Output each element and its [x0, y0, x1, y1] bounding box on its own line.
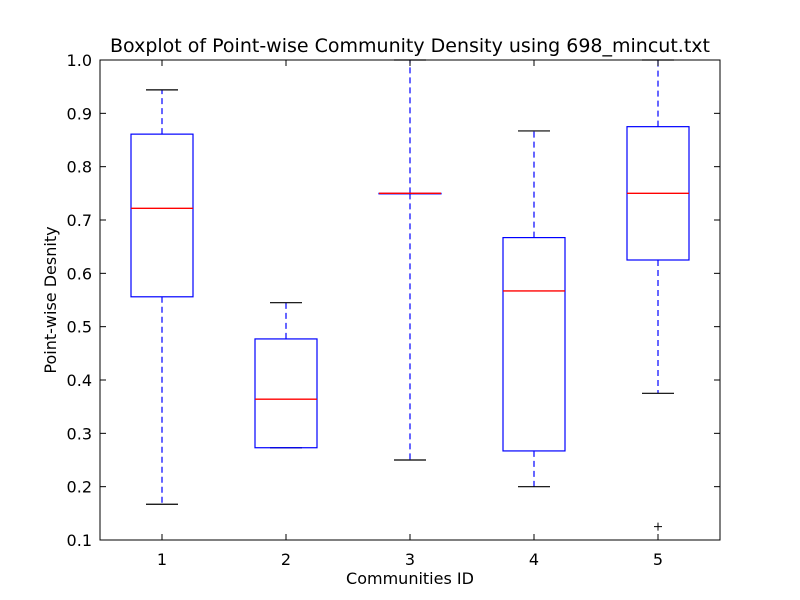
y-tick-label: 0.3: [67, 424, 92, 443]
y-tick-label: 0.6: [67, 264, 92, 283]
y-tick-label: 0.1: [67, 531, 92, 550]
box-2: [254, 338, 318, 449]
box-1: [130, 133, 194, 298]
box-4: [502, 237, 566, 452]
x-tick-label: 4: [529, 550, 539, 569]
y-tick-label: 0.9: [67, 104, 92, 123]
y-tick-label: 0.7: [67, 211, 92, 230]
y-tick-label: 0.8: [67, 158, 92, 177]
chart-title: Boxplot of Point-wise Community Density …: [110, 35, 710, 57]
x-tick-label: 2: [281, 550, 291, 569]
x-tick-label: 5: [653, 550, 663, 569]
outlier-5-0: [654, 522, 662, 531]
y-tick-label: 0.4: [67, 371, 92, 390]
x-tick-label: 3: [405, 550, 415, 569]
x-axis-label: Communities ID: [346, 569, 474, 588]
x-tick-label: 1: [157, 550, 167, 569]
y-axis-label: Point-wise Desnity: [41, 226, 60, 373]
plot-area: 0.1 0.2 0.3 0.4 0.5 0.6 0.7 0.8 0.9 1.0 1 2 3 4 5: [67, 51, 721, 569]
y-tick-label: 1.0: [67, 51, 92, 70]
y-tick-label: 0.2: [67, 478, 92, 497]
y-tick-label: 0.5: [67, 318, 92, 337]
